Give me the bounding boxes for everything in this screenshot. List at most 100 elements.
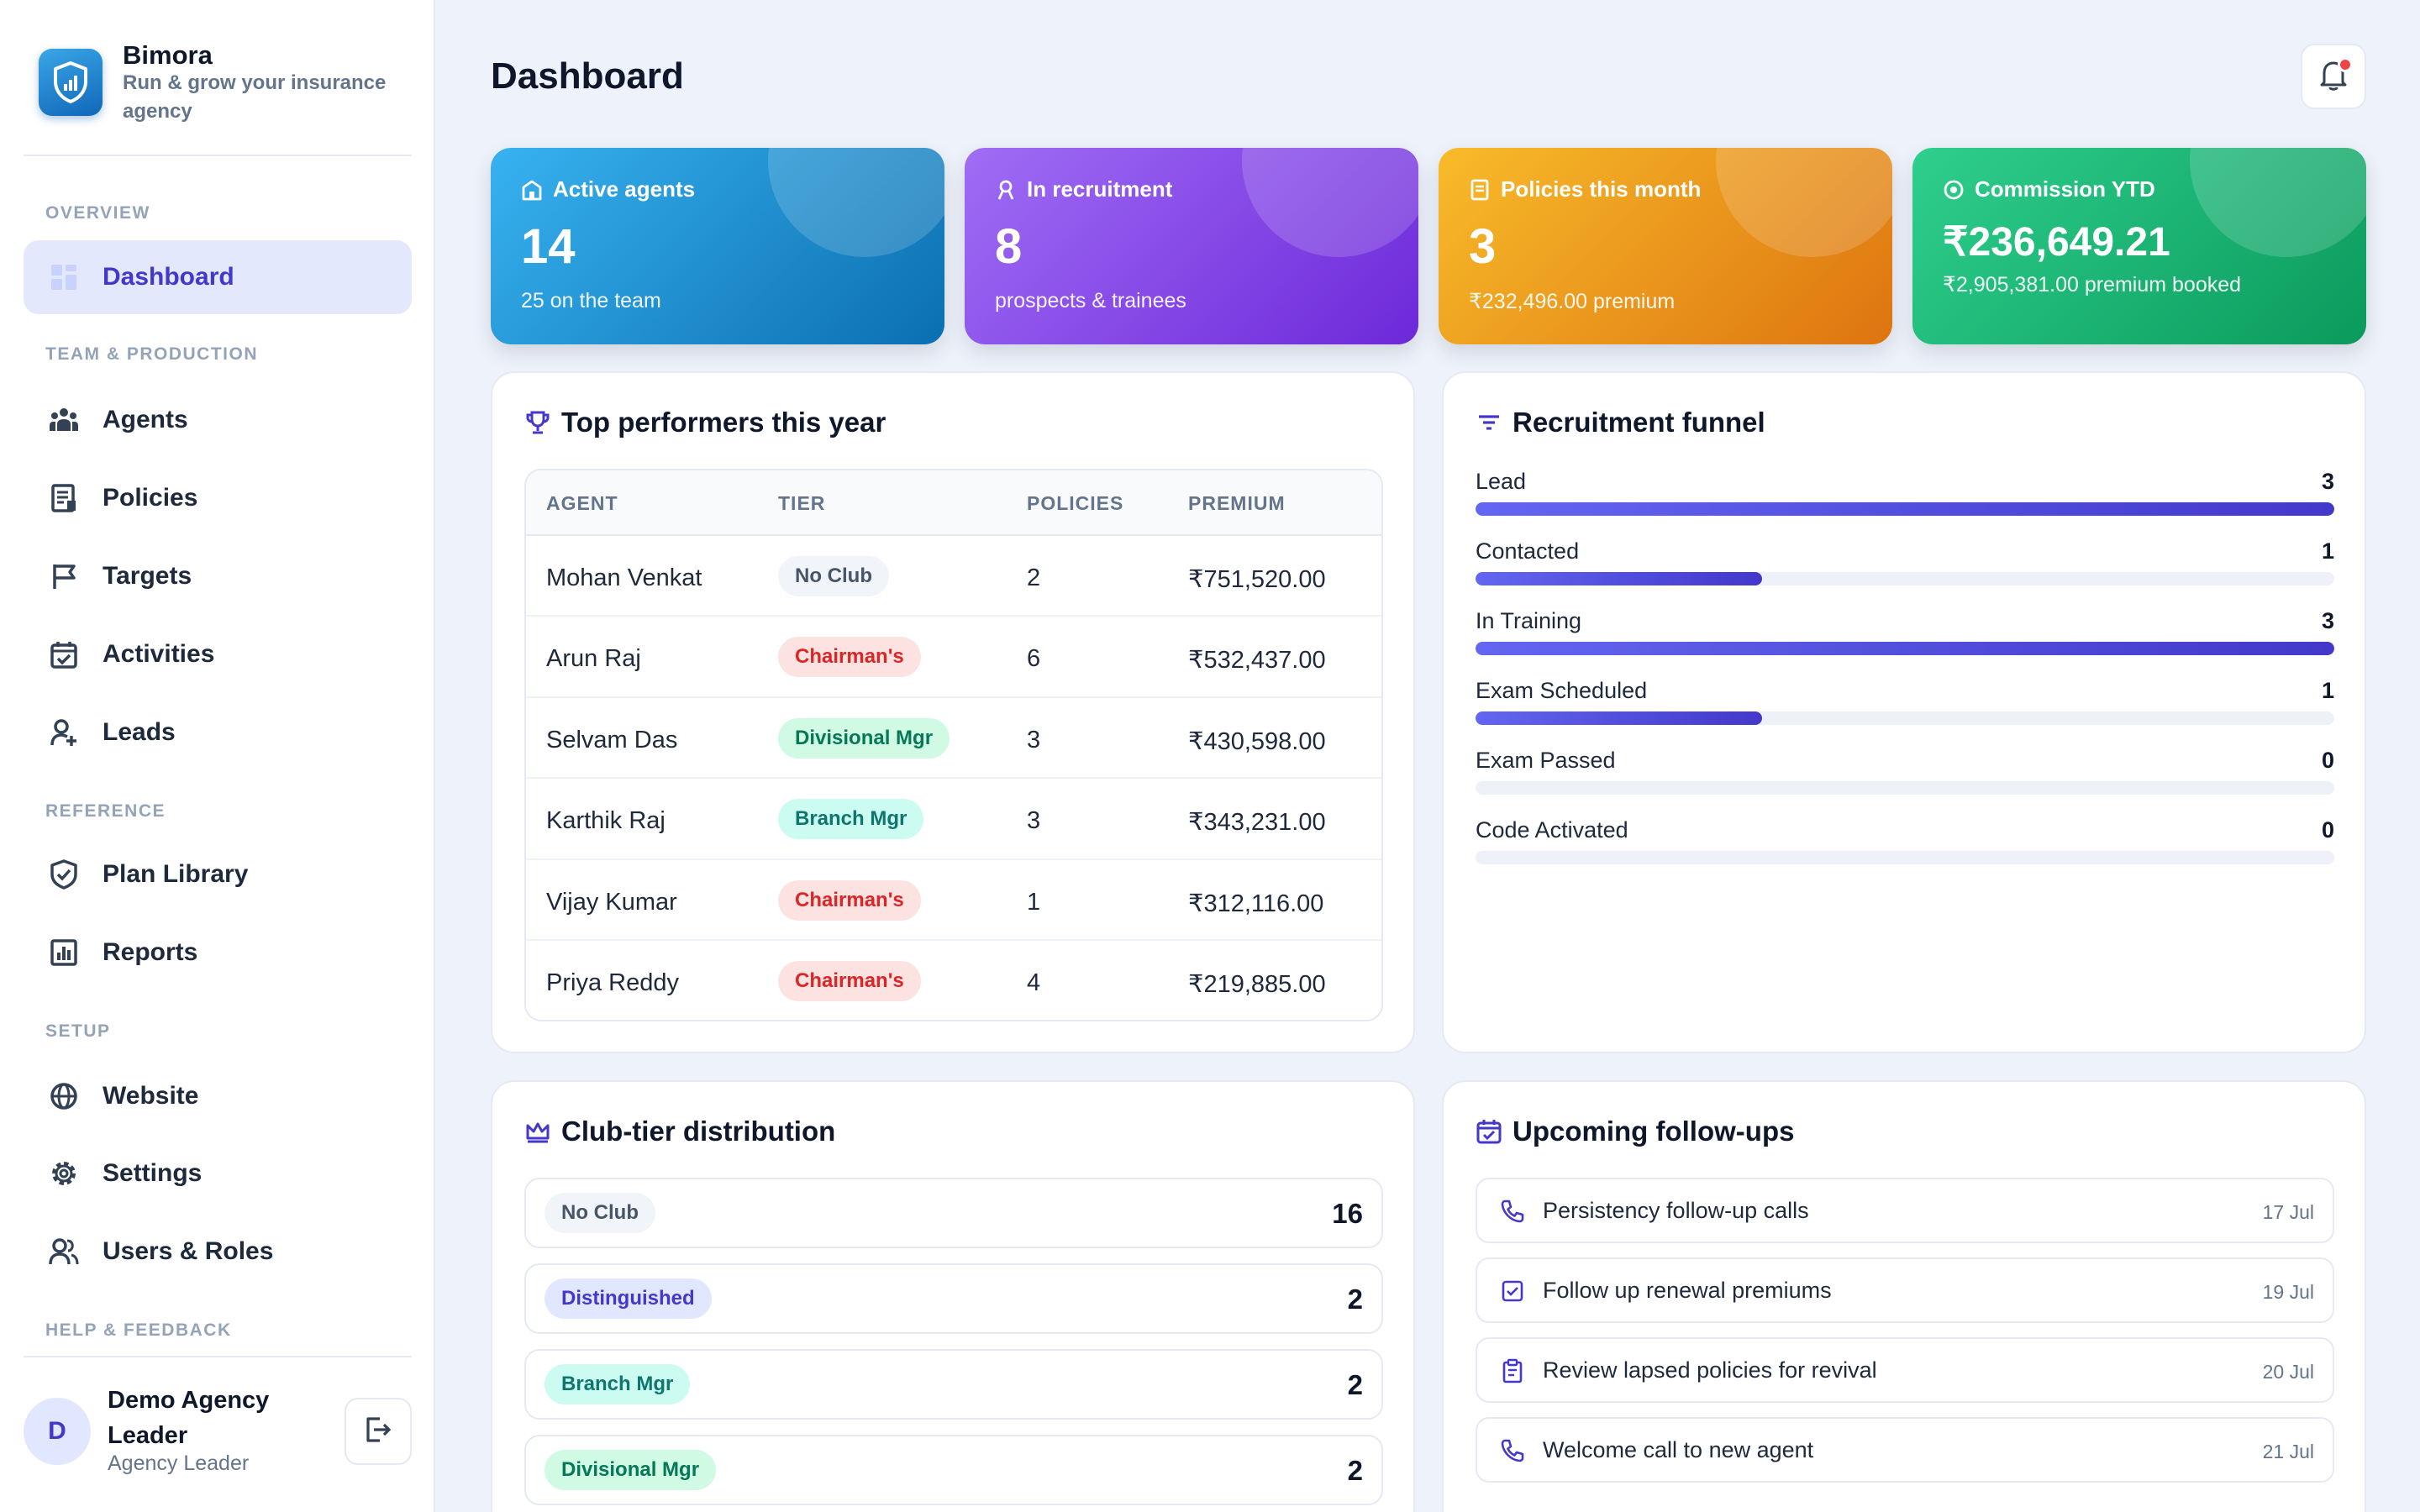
- decorative-circle: [1716, 148, 1892, 257]
- followup-item[interactable]: Review lapsed policies for revival 20 Jul: [1476, 1337, 2334, 1403]
- decorative-circle: [768, 148, 944, 257]
- stat-header: Commission YTD: [1943, 176, 2155, 202]
- notification-dot: [2338, 57, 2353, 72]
- table-row[interactable]: Selvam Das Divisional Mgr 3 ₹430,598.00: [526, 698, 1381, 780]
- sidebar-item-activities[interactable]: Activities: [24, 617, 412, 691]
- stat-value: 14: [521, 219, 576, 274]
- sidebar-item-users-roles[interactable]: Users & Roles: [24, 1215, 412, 1289]
- followup-text: Persistency follow-up calls: [1543, 1198, 1809, 1223]
- funnel-bar-track: [1476, 781, 2334, 795]
- stat-card-commission-ytd[interactable]: Commission YTD ₹236,649.21 ₹2,905,381.00…: [1912, 148, 2366, 344]
- sidebar-item-leads[interactable]: Leads: [24, 696, 412, 769]
- top-performers-table: AGENT TIER POLICIES PREMIUM Mohan Venkat…: [524, 469, 1383, 1021]
- followup-text: Follow up renewal premiums: [1543, 1278, 1832, 1303]
- tier-row[interactable]: No Club 16: [524, 1178, 1383, 1248]
- funnel-stage-value: 0: [2321, 748, 2334, 773]
- card-title: Club-tier distribution: [524, 1116, 835, 1147]
- premium-amount: ₹532,437.00: [1188, 647, 1326, 675]
- stat-subtitle: 25 on the team: [521, 289, 661, 312]
- sidebar-item-label: Dashboard: [103, 263, 234, 291]
- sidebar-item-settings[interactable]: Settings: [24, 1137, 412, 1210]
- sidebar-item-plan-library[interactable]: Plan Library: [24, 837, 412, 911]
- phone-icon: [1497, 1436, 1528, 1466]
- column-header-premium[interactable]: PREMIUM: [1188, 492, 1286, 514]
- notifications-button[interactable]: [2301, 44, 2366, 109]
- user-role: Agency Leader: [108, 1452, 250, 1475]
- policies-count: 1: [1027, 888, 1041, 916]
- logout-button[interactable]: [345, 1398, 412, 1465]
- followup-item[interactable]: Follow up renewal premiums 19 Jul: [1476, 1257, 2334, 1323]
- column-header-tier[interactable]: TIER: [778, 492, 826, 514]
- stat-subtitle: prospects & trainees: [995, 289, 1186, 312]
- card-title-text: Club-tier distribution: [561, 1116, 836, 1147]
- sidebar-item-dashboard[interactable]: Dashboard: [24, 240, 412, 314]
- agent-name[interactable]: Vijay Kumar: [546, 888, 677, 916]
- tier-badge: Branch Mgr: [778, 799, 924, 840]
- building-icon: [522, 180, 542, 200]
- user-plus-icon: [47, 716, 81, 749]
- sidebar-item-targets[interactable]: Targets: [24, 539, 412, 613]
- funnel-stage-value: 1: [2321, 538, 2334, 564]
- premium-amount: ₹751,520.00: [1188, 566, 1326, 593]
- agent-name[interactable]: Priya Reddy: [546, 969, 679, 996]
- agent-name[interactable]: Karthik Raj: [546, 807, 666, 835]
- funnel-stage-value: 3: [2321, 608, 2334, 633]
- funnel-stage: In Training 3: [1476, 608, 2334, 659]
- top-performers-card: Top performers this year AGENT TIER POLI…: [491, 371, 1415, 1053]
- logout-icon: [363, 1415, 393, 1449]
- agent-name[interactable]: Arun Raj: [546, 645, 641, 673]
- policies-count: 6: [1027, 645, 1041, 673]
- followup-date: 21 Jul: [2262, 1441, 2314, 1462]
- table-row[interactable]: Mohan Venkat No Club 2 ₹751,520.00: [526, 536, 1381, 617]
- sidebar-item-reports[interactable]: Reports: [24, 916, 412, 990]
- funnel-stage-label: Exam Passed: [1476, 748, 1616, 773]
- followup-item[interactable]: Persistency follow-up calls 17 Jul: [1476, 1178, 2334, 1243]
- main-content: Dashboard Active agents 14 25 on the tea…: [437, 0, 2420, 1512]
- sidebar-item-label: Leads: [103, 718, 176, 746]
- policies-count: 2: [1027, 564, 1041, 591]
- column-header-agent[interactable]: AGENT: [546, 492, 618, 514]
- agent-name[interactable]: Mohan Venkat: [546, 564, 702, 591]
- section-label-help[interactable]: HELP & FEEDBACK: [45, 1320, 232, 1340]
- divider: [24, 1356, 412, 1357]
- sidebar-item-agents[interactable]: Agents: [24, 383, 412, 457]
- table-row[interactable]: Priya Reddy Chairman's 4 ₹219,885.00: [526, 941, 1381, 1020]
- table-row[interactable]: Arun Raj Chairman's 6 ₹532,437.00: [526, 617, 1381, 698]
- premium-amount: ₹312,116.00: [1188, 890, 1324, 917]
- tier-badge: Branch Mgr: [544, 1364, 691, 1404]
- brand[interactable]: Bimora Run & grow your insurance agency: [39, 40, 408, 141]
- followup-item[interactable]: Welcome call to new agent 21 Jul: [1476, 1417, 2334, 1483]
- document-icon: [1470, 179, 1489, 200]
- stat-card-policies-month[interactable]: Policies this month 3 ₹232,496.00 premiu…: [1439, 148, 1892, 344]
- stat-card-in-recruitment[interactable]: In recruitment 8 prospects & trainees: [965, 148, 1418, 344]
- sidebar-item-label: Reports: [103, 938, 198, 966]
- followup-text: Review lapsed policies for revival: [1543, 1357, 1877, 1383]
- premium-amount: ₹430,598.00: [1188, 727, 1326, 755]
- tier-row[interactable]: Branch Mgr 2: [524, 1349, 1383, 1420]
- column-header-policies[interactable]: POLICIES: [1027, 492, 1124, 514]
- table-row[interactable]: Vijay Kumar Chairman's 1 ₹312,116.00: [526, 860, 1381, 941]
- tier-row[interactable]: Distinguished 2: [524, 1263, 1383, 1334]
- tier-count: 16: [1332, 1198, 1363, 1229]
- sidebar-item-policies[interactable]: Policies: [24, 461, 412, 535]
- card-title-text: Upcoming follow-ups: [1512, 1116, 1795, 1147]
- funnel-bar-track: [1476, 851, 2334, 864]
- funnel-stage-value: 3: [2321, 469, 2334, 494]
- stat-value: 8: [995, 219, 1023, 274]
- stat-card-active-agents[interactable]: Active agents 14 25 on the team: [491, 148, 944, 344]
- sidebar-item-label: Agents: [103, 406, 188, 433]
- funnel-stage: Contacted 1: [1476, 538, 2334, 589]
- agent-name[interactable]: Selvam Das: [546, 726, 678, 753]
- checkbox-icon: [1497, 1276, 1528, 1306]
- funnel-stage-value: 1: [2321, 678, 2334, 703]
- tier-count: 2: [1347, 1284, 1363, 1315]
- policies-count: 3: [1027, 726, 1041, 753]
- people-icon: [47, 403, 81, 437]
- user-badge-icon: [997, 180, 1014, 200]
- table-header: AGENT TIER POLICIES PREMIUM: [526, 470, 1381, 536]
- avatar[interactable]: D: [24, 1398, 91, 1465]
- tier-row[interactable]: Divisional Mgr 2: [524, 1435, 1383, 1505]
- sidebar-item-website[interactable]: Website: [24, 1059, 412, 1133]
- funnel-stage: Exam Scheduled 1: [1476, 678, 2334, 728]
- table-row[interactable]: Karthik Raj Branch Mgr 3 ₹343,231.00: [526, 779, 1381, 860]
